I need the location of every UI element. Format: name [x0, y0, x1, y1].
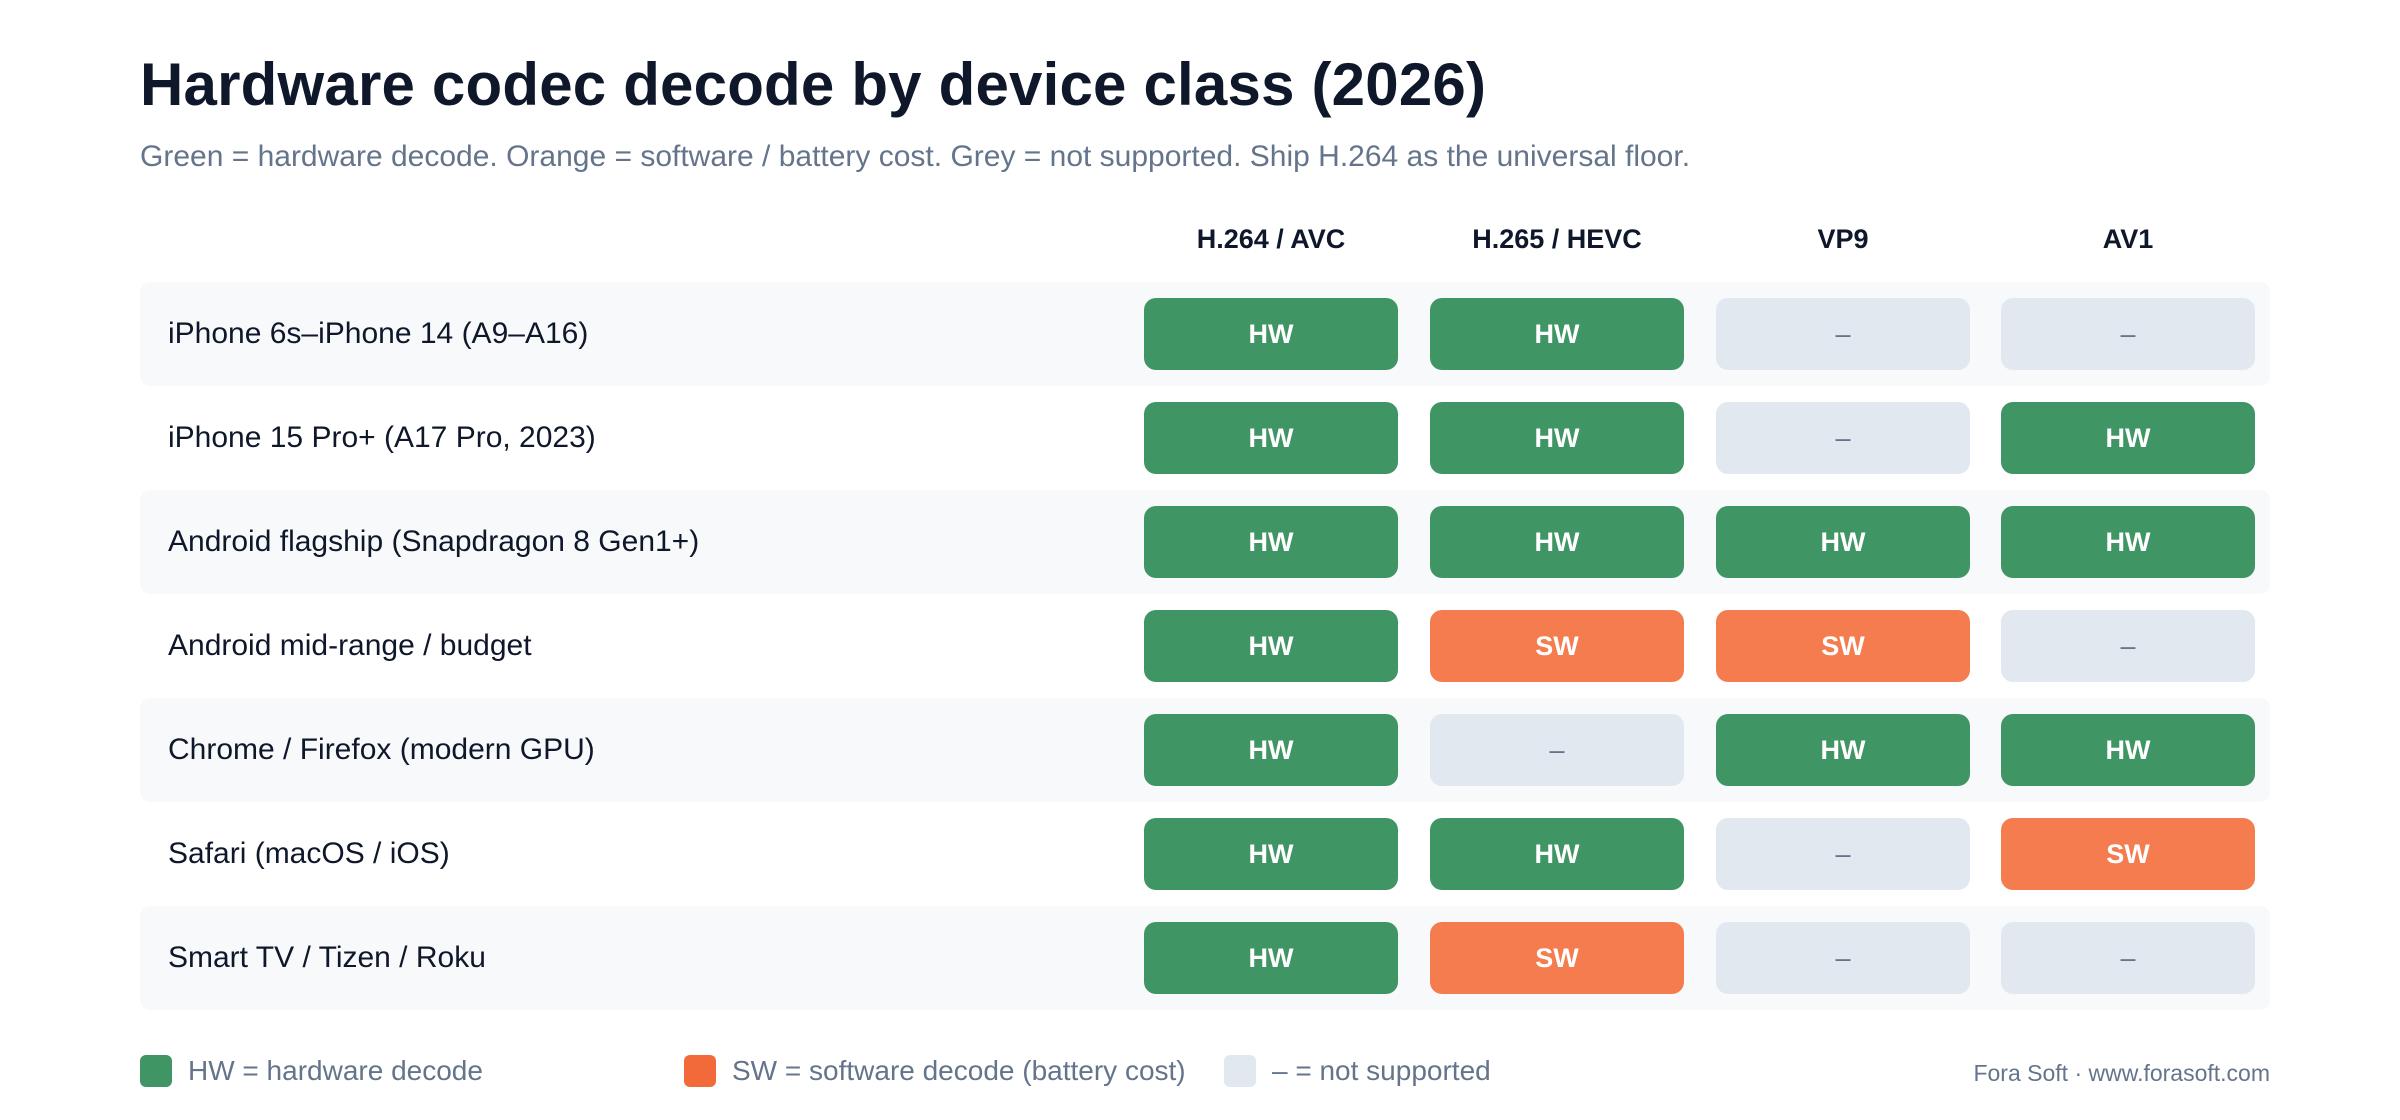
legend-item-sw: SW = software decode (battery cost) — [684, 1054, 1186, 1088]
row-label: Smart TV / Tizen / Roku — [168, 941, 486, 974]
table-row: Chrome / Firefox (modern GPU) HW – HW HW — [140, 698, 2270, 802]
codec-table: iPhone 6s–iPhone 14 (A9–A16) HW HW – – iPhone… — [140, 282, 2270, 1010]
support-cell-hw: HW — [1144, 714, 1398, 786]
support-cell-sw: SW — [2001, 818, 2255, 890]
support-cell-na: – — [2001, 610, 2255, 682]
support-cell-na: – — [2001, 298, 2255, 370]
support-cell-hw: HW — [2001, 402, 2255, 474]
legend-label: – = not supported — [1272, 1055, 1491, 1086]
table-row: Safari (macOS / iOS) HW HW – SW — [140, 802, 2270, 906]
support-cell-na: – — [1430, 714, 1684, 786]
support-cell-na: – — [1716, 818, 1970, 890]
chart-subtitle: Green = hardware decode. Orange = softwa… — [140, 140, 1691, 173]
row-label: iPhone 6s–iPhone 14 (A9–A16) — [168, 317, 589, 350]
row-label: Android flagship (Snapdragon 8 Gen1+) — [168, 525, 700, 558]
table-row: iPhone 6s–iPhone 14 (A9–A16) HW HW – – — [140, 282, 2270, 386]
legend-label: SW = software decode (battery cost) — [732, 1055, 1186, 1086]
column-header: H.265 / HEVC — [1472, 224, 1642, 254]
legend-swatch — [140, 1055, 172, 1087]
support-cell-hw: HW — [1716, 506, 1970, 578]
support-cell-hw: HW — [1144, 298, 1398, 370]
column-header: AV1 — [2102, 224, 2154, 254]
support-cell-hw: HW — [1430, 402, 1684, 474]
support-cell-hw: HW — [1716, 714, 1970, 786]
support-cell-na: – — [1716, 298, 1970, 370]
support-cell-hw: HW — [2001, 506, 2255, 578]
support-cell-hw: HW — [1430, 506, 1684, 578]
support-cell-sw: SW — [1430, 922, 1684, 994]
legend-swatch — [1224, 1055, 1256, 1087]
support-cell-na: – — [1716, 402, 1970, 474]
legend-item-hw: HW = hardware decode — [140, 1054, 483, 1088]
support-cell-hw: HW — [1144, 818, 1398, 890]
support-cell-hw: HW — [1430, 818, 1684, 890]
column-header: VP9 — [1817, 224, 1869, 254]
support-cell-hw: HW — [1144, 402, 1398, 474]
support-cell-hw: HW — [1430, 298, 1684, 370]
support-cell-na: – — [1716, 922, 1970, 994]
support-cell-na: – — [2001, 922, 2255, 994]
row-label: Chrome / Firefox (modern GPU) — [168, 733, 595, 766]
table-row: iPhone 15 Pro+ (A17 Pro, 2023) HW HW – HW — [140, 386, 2270, 490]
table-row: Smart TV / Tizen / Roku HW SW – – — [140, 906, 2270, 1010]
support-cell-sw: SW — [1430, 610, 1684, 682]
row-label: Safari (macOS / iOS) — [168, 837, 450, 870]
table-row: Android mid-range / budget HW SW SW – — [140, 594, 2270, 698]
credit-text: Fora Soft · www.forasoft.com — [1973, 1060, 2270, 1086]
support-cell-hw: HW — [2001, 714, 2255, 786]
legend-label: HW = hardware decode — [188, 1055, 483, 1086]
support-cell-hw: HW — [1144, 610, 1398, 682]
column-header: H.264 / AVC — [1196, 224, 1346, 254]
table-row: Android flagship (Snapdragon 8 Gen1+) HW H… — [140, 490, 2270, 594]
legend-swatch — [684, 1055, 716, 1087]
support-cell-hw: HW — [1144, 506, 1398, 578]
support-cell-sw: SW — [1716, 610, 1970, 682]
legend-item-na: – = not supported — [1224, 1054, 1491, 1088]
support-cell-hw: HW — [1144, 922, 1398, 994]
chart-title: Hardware codec decode by device class (2… — [140, 51, 1487, 118]
row-label: iPhone 15 Pro+ (A17 Pro, 2023) — [168, 421, 596, 454]
row-label: Android mid-range / budget — [168, 629, 532, 662]
